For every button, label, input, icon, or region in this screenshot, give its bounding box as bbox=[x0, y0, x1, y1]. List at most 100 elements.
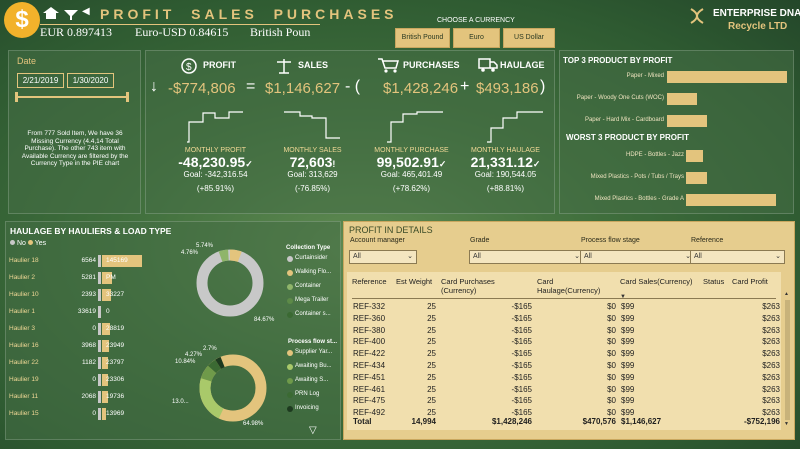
haulier-no-bar[interactable] bbox=[98, 255, 101, 267]
haulier-yes-bar[interactable] bbox=[102, 374, 108, 386]
haulier-yes-bar[interactable] bbox=[102, 391, 108, 403]
column-header[interactable]: Reference bbox=[352, 277, 387, 286]
haulier-no-bar[interactable] bbox=[98, 323, 101, 335]
scroll-up-icon[interactable]: ▲ bbox=[784, 291, 789, 297]
kpi-card-goal: Goal: 190,544.05 bbox=[474, 170, 537, 179]
column-header[interactable]: Card Purchases (Currency) bbox=[441, 277, 495, 295]
haulier-no-bar[interactable] bbox=[98, 289, 101, 301]
product-bar[interactable] bbox=[686, 150, 703, 162]
haulier-no-bar[interactable] bbox=[98, 391, 101, 403]
haulier-no-value: 2393 bbox=[81, 291, 96, 298]
haulier-label[interactable]: Haulier 15 bbox=[9, 410, 39, 417]
column-header[interactable]: Card Haulage(Currency) bbox=[537, 277, 601, 295]
date-slider-handle-end[interactable] bbox=[126, 92, 129, 102]
table-total-cell: $1,428,246 bbox=[491, 417, 532, 426]
kpi-panel bbox=[145, 50, 555, 214]
currency-usd-button[interactable]: US Dollar bbox=[503, 28, 555, 48]
haulier-yes-bar[interactable] bbox=[102, 340, 109, 352]
legend-dot bbox=[287, 378, 293, 384]
filter-icon[interactable] bbox=[64, 7, 78, 20]
sort-icon[interactable]: ▼ bbox=[620, 294, 626, 300]
svg-text:$: $ bbox=[186, 62, 192, 73]
table-row-cell: $99 bbox=[621, 313, 635, 323]
profit-total: -$774,806 bbox=[168, 80, 236, 97]
legend-label[interactable]: Awaiting S... bbox=[295, 377, 329, 383]
haulier-yes-bar[interactable] bbox=[102, 289, 111, 301]
legend-label[interactable]: PRN Log bbox=[295, 391, 320, 397]
legend-label[interactable]: Supplier Yar... bbox=[295, 349, 333, 355]
haulier-label[interactable]: Haulier 19 bbox=[9, 376, 39, 383]
filter-dropdown[interactable]: All ⌄ bbox=[690, 250, 785, 264]
haulier-label[interactable]: Haulier 11 bbox=[9, 393, 39, 400]
haulier-label[interactable]: Haulier 18 bbox=[9, 257, 39, 264]
filter-dropdown[interactable]: All ⌄ bbox=[349, 250, 417, 264]
donut2-label-b: 4.27% bbox=[185, 352, 203, 358]
haulier-yes-bar[interactable] bbox=[102, 323, 110, 335]
legend-label[interactable]: Curtainsider bbox=[295, 255, 328, 261]
haulier-yes-bar[interactable] bbox=[102, 408, 106, 420]
column-header[interactable]: Status bbox=[703, 277, 725, 286]
haulier-label[interactable]: Haulier 10 bbox=[9, 291, 39, 298]
legend-label[interactable]: Container bbox=[295, 283, 322, 289]
product-bar[interactable] bbox=[667, 71, 787, 83]
haulier-label[interactable]: Haulier 22 bbox=[9, 359, 39, 366]
column-header[interactable]: Est Weight bbox=[396, 277, 433, 286]
haulier-no-bar[interactable] bbox=[98, 340, 101, 352]
table-row-cell: $99 bbox=[621, 325, 635, 335]
table-row-cell: $263 bbox=[762, 396, 780, 406]
haulier-yes-bar[interactable] bbox=[102, 272, 112, 284]
table-row-cell: $263 bbox=[762, 337, 780, 347]
table-row-cell: $0 bbox=[607, 302, 616, 311]
haulier-yes-bar[interactable] bbox=[102, 357, 108, 369]
filter-dropdown[interactable]: All ⌄ bbox=[469, 250, 584, 264]
haulier-no-bar[interactable] bbox=[98, 374, 101, 386]
haulier-label[interactable]: Haulier 1 bbox=[9, 308, 36, 315]
donut2-label-c: 10.84% bbox=[175, 359, 196, 365]
date-slider[interactable] bbox=[17, 96, 127, 98]
date-slider-handle-start[interactable] bbox=[15, 92, 18, 102]
home-icon[interactable] bbox=[43, 6, 59, 19]
table-row-cell: -$165 bbox=[511, 325, 532, 335]
haulier-no-bar[interactable] bbox=[98, 408, 101, 420]
haulier-label[interactable]: Haulier 3 bbox=[9, 325, 36, 332]
legend-label[interactable]: Container s... bbox=[295, 311, 331, 317]
sales-total: $1,146,627 bbox=[265, 80, 341, 97]
table-row-cell: $263 bbox=[762, 372, 780, 382]
legend-label[interactable]: Awaiting Bu... bbox=[295, 363, 332, 369]
haulier-no-bar[interactable] bbox=[98, 357, 101, 369]
currency-label: CHOOSE A CURRENCY bbox=[437, 17, 515, 24]
haulier-no-bar[interactable] bbox=[98, 272, 101, 284]
profit-icon: $ bbox=[180, 58, 198, 74]
filter-dropdown[interactable]: All ⌄ bbox=[580, 250, 695, 264]
filter-label: Grade bbox=[470, 237, 490, 244]
kpi-card-value: 21,331.12✓ bbox=[470, 154, 541, 170]
column-header[interactable]: Card Sales(Currency) bbox=[620, 277, 693, 286]
haulier-no-bar[interactable] bbox=[98, 306, 101, 318]
product-bar[interactable] bbox=[667, 115, 707, 127]
kpi-card-profit: MONTHLY PROFIT -48,230.95✓ Goal: -342,31… bbox=[168, 147, 263, 193]
product-bar[interactable] bbox=[686, 172, 707, 184]
scroll-down-icon[interactable]: ▼ bbox=[784, 421, 789, 427]
legend-label[interactable]: Mega Trailer bbox=[295, 297, 329, 303]
legend-label[interactable]: Walking Flo... bbox=[295, 269, 332, 275]
currency-euro-button[interactable]: Euro bbox=[453, 28, 500, 48]
product-label: HDPE - Bottles - Jazz bbox=[625, 152, 684, 158]
table-scrollbar[interactable] bbox=[785, 300, 790, 420]
haulier-label[interactable]: Haulier 2 bbox=[9, 274, 36, 281]
date-panel bbox=[8, 50, 141, 214]
currency-gbp-button[interactable]: British Pound bbox=[395, 28, 450, 48]
haulier-yes-bar[interactable] bbox=[102, 255, 142, 267]
left-arrow-icon[interactable]: ◀ bbox=[82, 6, 90, 17]
product-bar[interactable] bbox=[686, 194, 776, 206]
haulier-label[interactable]: Haulier 16 bbox=[9, 342, 39, 349]
column-header[interactable]: Card Profit bbox=[732, 277, 768, 286]
product-bar[interactable] bbox=[667, 93, 697, 105]
page-title: PROFIT SALES PURCHASES bbox=[100, 6, 398, 22]
table-row-cell: $0 bbox=[607, 384, 616, 394]
date-end-input[interactable]: 1/30/2020 bbox=[67, 73, 114, 88]
date-start-input[interactable]: 2/21/2019 bbox=[17, 73, 64, 88]
more-down-icon[interactable]: ▽ bbox=[309, 425, 317, 436]
haulage-sparkline bbox=[487, 111, 543, 143]
legend-label[interactable]: Invoicing bbox=[295, 405, 319, 411]
haulier-no-value: 3968 bbox=[81, 342, 96, 349]
